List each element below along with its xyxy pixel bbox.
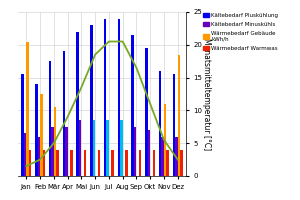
Bar [76, 32, 79, 176]
Bar [167, 150, 169, 176]
Legend: Kältebedarf Pluskühlung, Kältebedarf Minuskühls, Wärmebedarf Gebäude
kWh/h, Wärm: Kältebedarf Pluskühlung, Kältebedarf Min… [202, 11, 279, 52]
Bar [65, 127, 68, 176]
Bar [56, 150, 59, 176]
Bar [111, 150, 114, 176]
Bar [43, 150, 45, 176]
Bar [98, 150, 100, 176]
Bar [35, 84, 38, 176]
Bar [178, 55, 180, 176]
Bar [29, 150, 31, 176]
Y-axis label: Monatsmitteltemperatur [°C]: Monatsmitteltemperatur [°C] [202, 38, 211, 150]
Bar [131, 35, 134, 176]
Bar [21, 74, 24, 176]
Bar [153, 150, 155, 176]
Bar [125, 150, 128, 176]
Bar [26, 42, 29, 176]
Bar [145, 48, 148, 176]
Bar [93, 120, 95, 176]
Bar [139, 150, 141, 176]
Bar [164, 104, 167, 176]
Bar [63, 51, 65, 176]
Bar [175, 137, 178, 176]
Bar [84, 150, 86, 176]
Bar [173, 74, 175, 176]
Bar [79, 120, 81, 176]
Bar [90, 25, 93, 176]
Bar [118, 19, 120, 176]
Bar [148, 130, 150, 176]
Bar [106, 120, 109, 176]
Bar [51, 127, 54, 176]
Bar [104, 19, 106, 176]
Bar [134, 127, 136, 176]
Bar [159, 71, 161, 176]
Bar [49, 61, 51, 176]
Bar [161, 137, 164, 176]
Bar [40, 94, 43, 176]
Bar [180, 150, 183, 176]
Bar [70, 150, 73, 176]
Bar [54, 107, 56, 176]
Bar [38, 137, 40, 176]
Bar [24, 133, 26, 176]
Bar [120, 120, 123, 176]
